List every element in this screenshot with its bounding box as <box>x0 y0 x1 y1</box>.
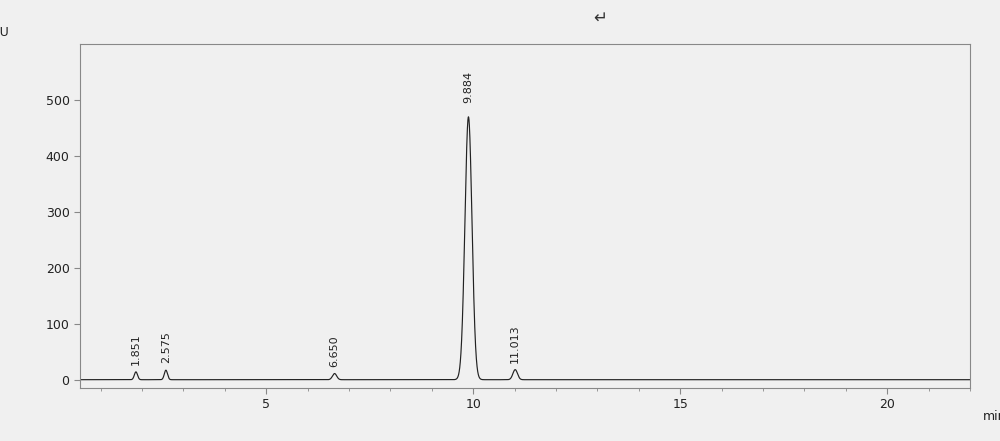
Text: 2.575: 2.575 <box>161 332 171 363</box>
Text: mAU: mAU <box>0 26 10 38</box>
Text: 6.650: 6.650 <box>330 335 340 367</box>
Text: ↵: ↵ <box>593 9 607 27</box>
Text: 9.884: 9.884 <box>463 71 473 103</box>
Text: 1.851: 1.851 <box>131 333 141 365</box>
Text: min: min <box>982 411 1000 423</box>
Text: 11.013: 11.013 <box>510 324 520 363</box>
